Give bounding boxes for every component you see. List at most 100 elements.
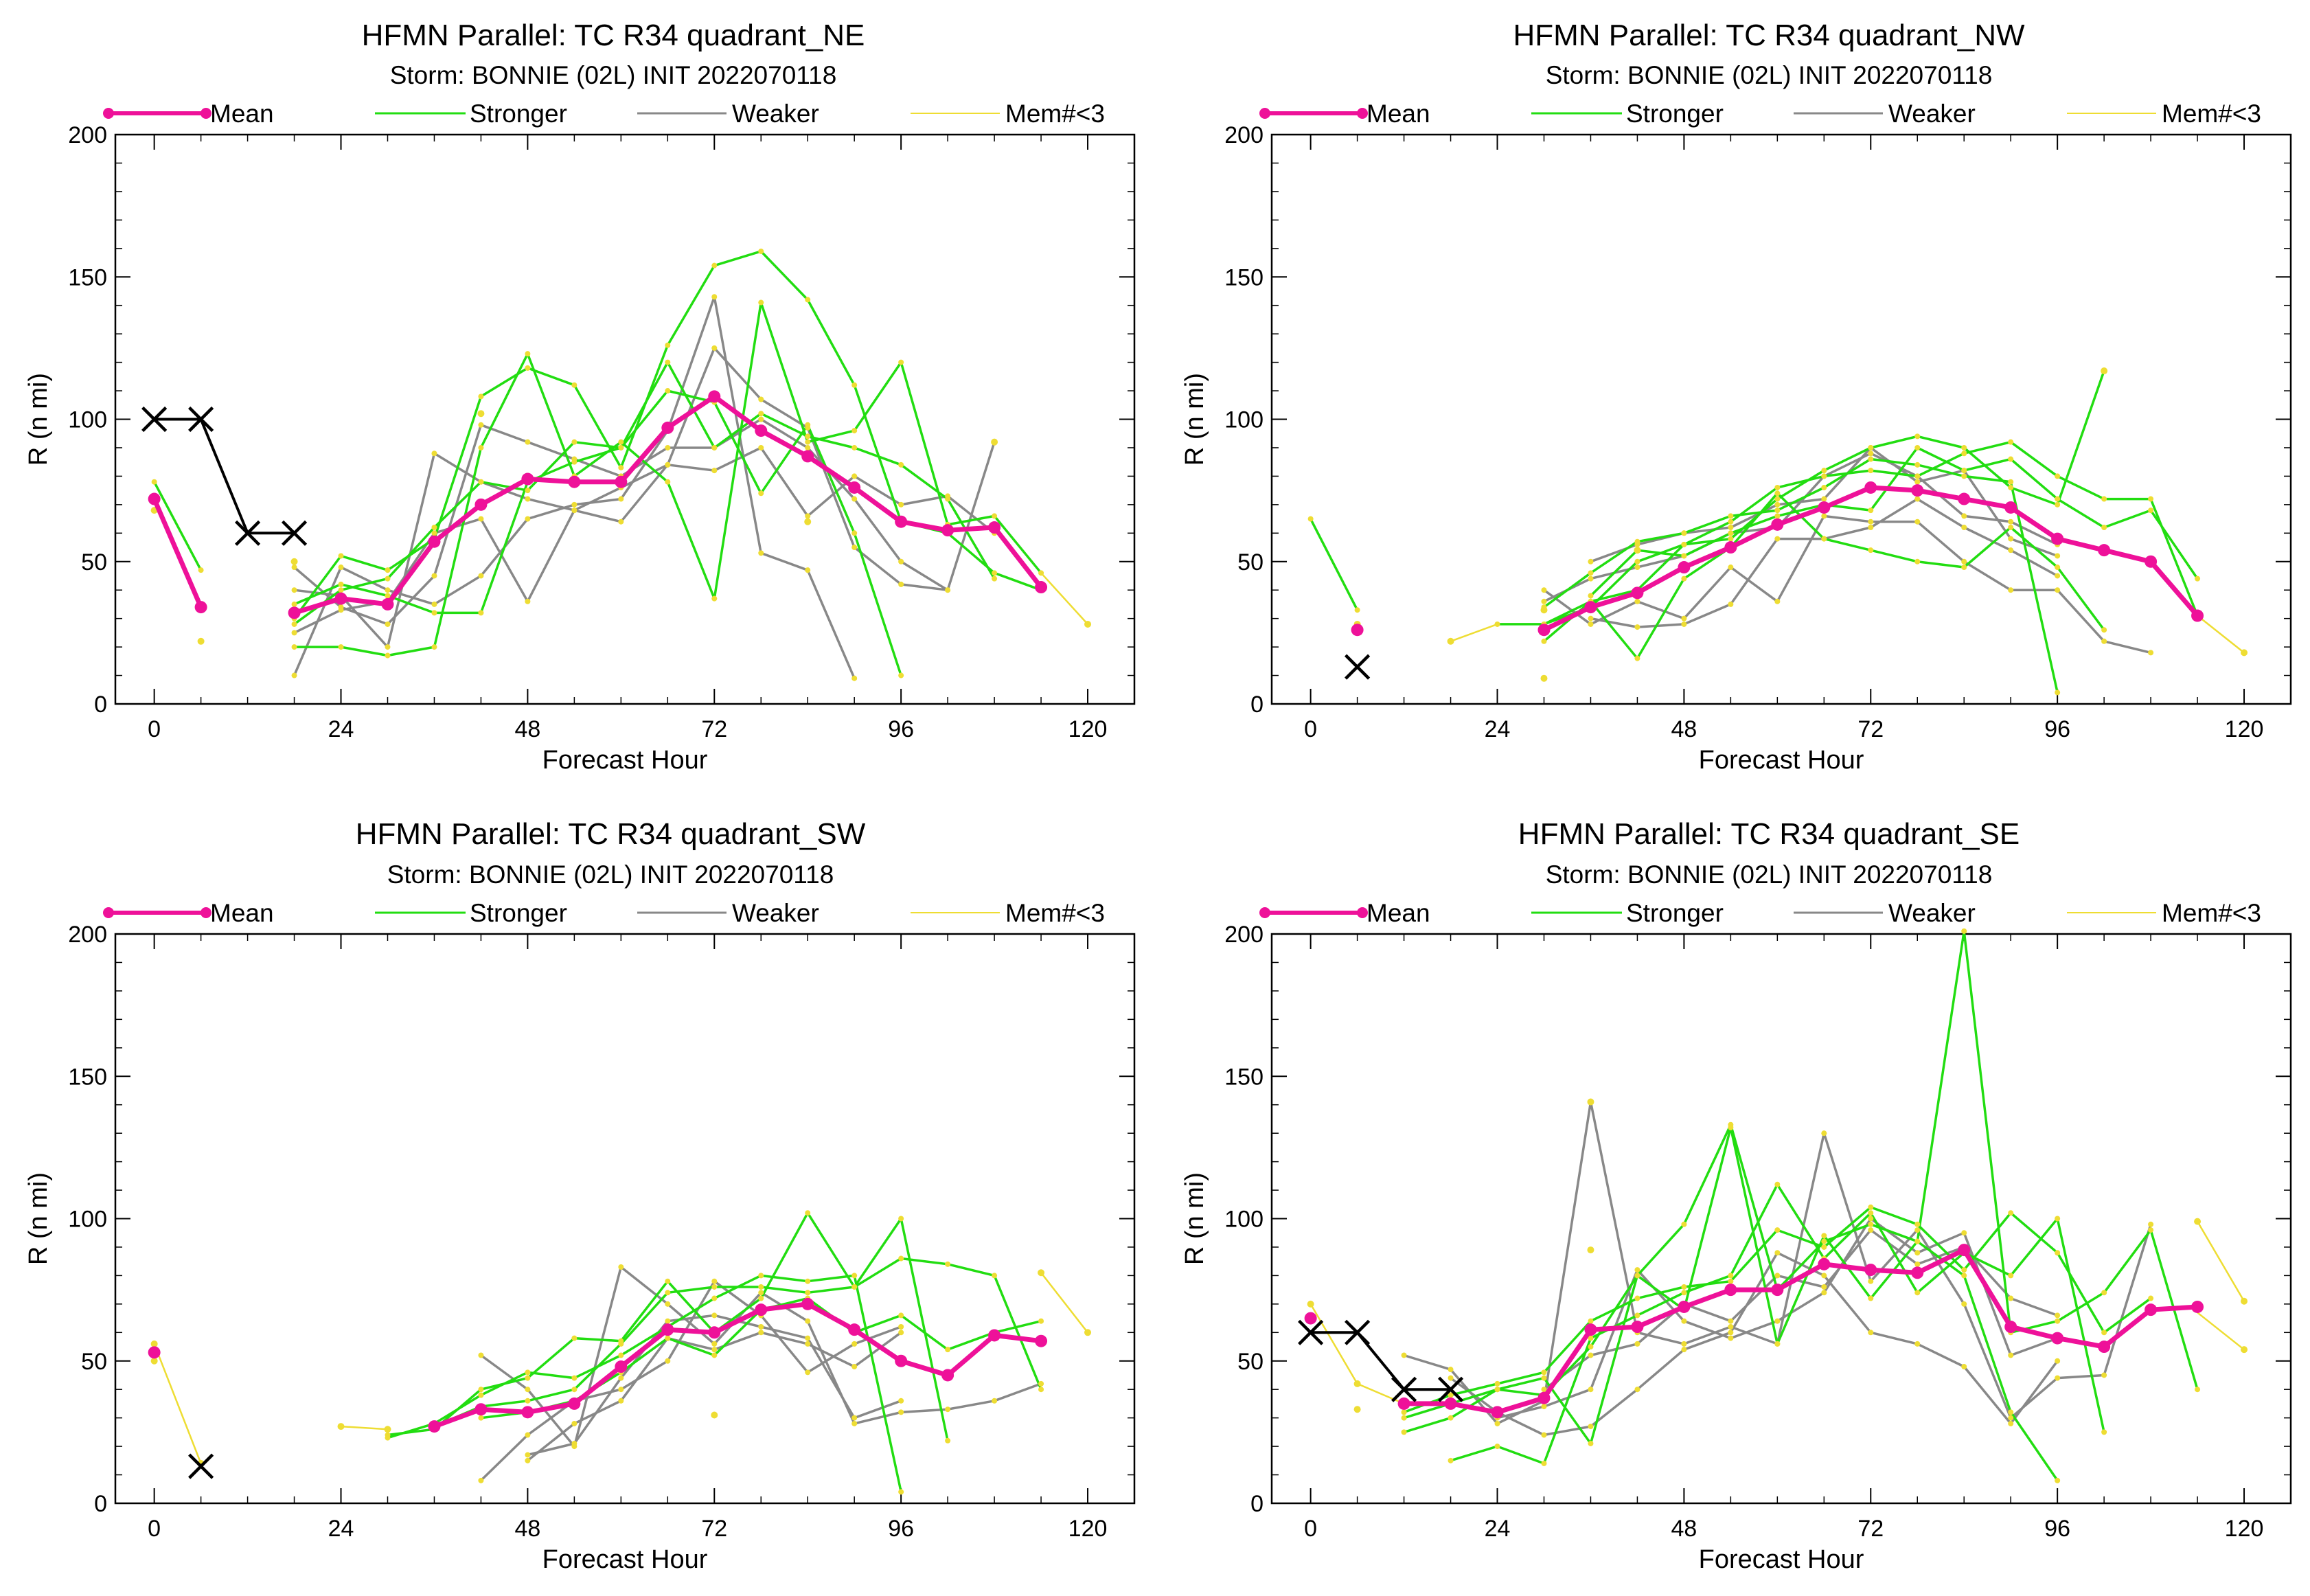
member-point [1728, 525, 1734, 531]
member-point [1038, 1318, 1044, 1324]
member-point [2101, 627, 2107, 633]
series-mem-line [1040, 1272, 1088, 1334]
x-tick-label: 24 [328, 1516, 354, 1542]
member-point [1681, 615, 1687, 622]
member-point [1494, 621, 1500, 627]
mean-point [1351, 624, 1364, 637]
member-point [1541, 598, 1547, 604]
member-point [1774, 1273, 1781, 1279]
x-tick-label: 48 [1671, 1516, 1697, 1542]
member-point [1961, 1273, 1967, 1279]
member-point [2008, 518, 2014, 525]
member-point [1634, 538, 1640, 545]
member-point [992, 1273, 998, 1279]
y-tick-label: 200 [1224, 122, 1263, 148]
member-point [291, 621, 297, 627]
mem-point [991, 438, 998, 446]
legend-mem-label: Mem#<3 [1005, 899, 1105, 927]
y-axis-label: R (n mi) [1180, 373, 1209, 466]
member-point [1961, 468, 1967, 474]
member-point [1541, 1375, 1547, 1381]
member-point [805, 422, 811, 428]
member-point [1774, 490, 1781, 497]
series-mem-line [2197, 1312, 2245, 1351]
member-point [1541, 587, 1547, 593]
member-point [478, 444, 484, 451]
member-point [665, 359, 671, 365]
member-point [1588, 593, 1594, 599]
observed-x-marker [1345, 654, 1371, 680]
series-stronger-line [387, 1274, 902, 1492]
member-point [2148, 1227, 2154, 1233]
member-point [898, 1398, 904, 1404]
chart-subtitle: Storm: BONNIE (02L) INIT 2022070118 [387, 860, 834, 889]
mean-point [381, 597, 394, 611]
mem-point [1540, 606, 1548, 614]
member-point [1728, 518, 1734, 525]
member-point [851, 428, 858, 434]
member-point [1961, 1230, 1967, 1236]
series [1298, 928, 2248, 1483]
member-point [1868, 1278, 1874, 1284]
member-point [1821, 1244, 1827, 1250]
legend-mean-dot [1259, 108, 1270, 119]
plot-frame [1270, 133, 2292, 705]
legend-weaker-label: Weaker [732, 100, 819, 128]
member-point [385, 575, 391, 582]
y-tick-label: 100 [68, 1207, 107, 1233]
member-point [1494, 1420, 1500, 1426]
member-point [1588, 575, 1594, 582]
member-point [1868, 1221, 1874, 1227]
member-point [478, 1477, 484, 1483]
member-point [431, 573, 437, 579]
member-point [1914, 1261, 1921, 1267]
member-point [2008, 1273, 2014, 1279]
x-axis-label: Forecast Hour [1699, 746, 1864, 775]
mean-point [895, 515, 908, 528]
legend: Mean Stronger Weaker Mem#<3 [1259, 899, 2261, 927]
member-point [525, 598, 531, 604]
member-point [571, 439, 578, 445]
member-point [992, 513, 998, 519]
legend-mean-label: Mean [1366, 100, 1430, 128]
member-point [1821, 496, 1827, 502]
legend-weaker: Weaker [637, 100, 819, 128]
x-tick-label: 48 [514, 1516, 540, 1542]
member-point [2055, 553, 2061, 559]
member-point [1728, 1330, 1734, 1336]
member-point [431, 451, 437, 457]
member-point [851, 444, 858, 451]
member-point [711, 294, 718, 300]
member-point [711, 345, 718, 351]
mean-point [895, 1354, 908, 1367]
member-point [1774, 501, 1781, 508]
mean-point [1724, 541, 1737, 554]
member-point [1914, 473, 1921, 479]
member-point [525, 1369, 531, 1376]
member-point [1914, 1341, 1921, 1347]
member-point [2008, 1420, 2014, 1426]
mem-point [384, 1426, 391, 1433]
member-point [2008, 1295, 2014, 1301]
y-tick-label: 50 [1237, 549, 1263, 575]
mem-point [1353, 1380, 1361, 1387]
member-point [1681, 1341, 1687, 1347]
member-point [1914, 1238, 1921, 1244]
member-point [1541, 1369, 1547, 1376]
chart-panel-se: HFMN Parallel: TC R34 quadrant_SE Storm:… [1180, 817, 2292, 1574]
mean-point [1724, 1284, 1737, 1297]
member-point [898, 1255, 904, 1262]
member-point [618, 444, 624, 451]
member-point [1961, 565, 1967, 571]
member-point [758, 1290, 764, 1296]
member-point [945, 1437, 951, 1444]
member-point [992, 575, 998, 582]
member-point [805, 444, 811, 451]
x-tick-label: 24 [1485, 716, 1511, 742]
legend-mem: Mem#<3 [911, 100, 1105, 128]
mean-point [801, 1297, 814, 1310]
member-point [525, 1375, 531, 1381]
member-point [1634, 655, 1640, 661]
member-point [1821, 1290, 1827, 1296]
